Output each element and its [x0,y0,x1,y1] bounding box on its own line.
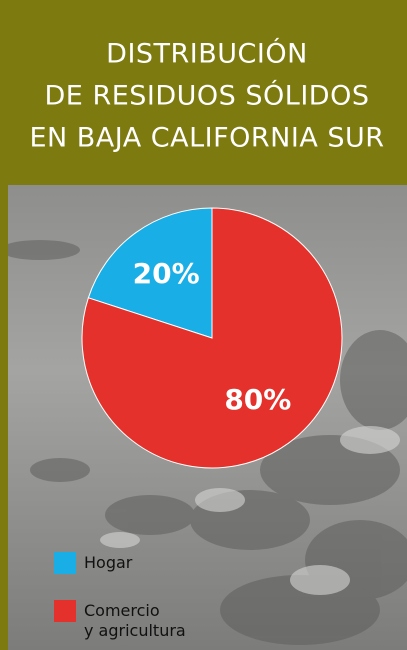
title-line: DE RESIDUOS SÓLIDOS [45,80,370,112]
legend-label: Hogar [84,553,214,573]
slice-label: 80% [224,383,291,416]
legend-swatch [54,552,76,574]
slice-label: 20% [133,257,200,290]
left-border [0,185,8,650]
legend-swatch [54,600,76,622]
title-line: DISTRIBUCIÓN [106,38,308,70]
infographic: DISTRIBUCIÓN DE RESIDUOS SÓLIDOS EN BAJA… [0,0,407,650]
legend-label: Comercio y agricultura [84,601,214,641]
title-line: EN BAJA CALIFORNIA SUR [29,123,384,154]
